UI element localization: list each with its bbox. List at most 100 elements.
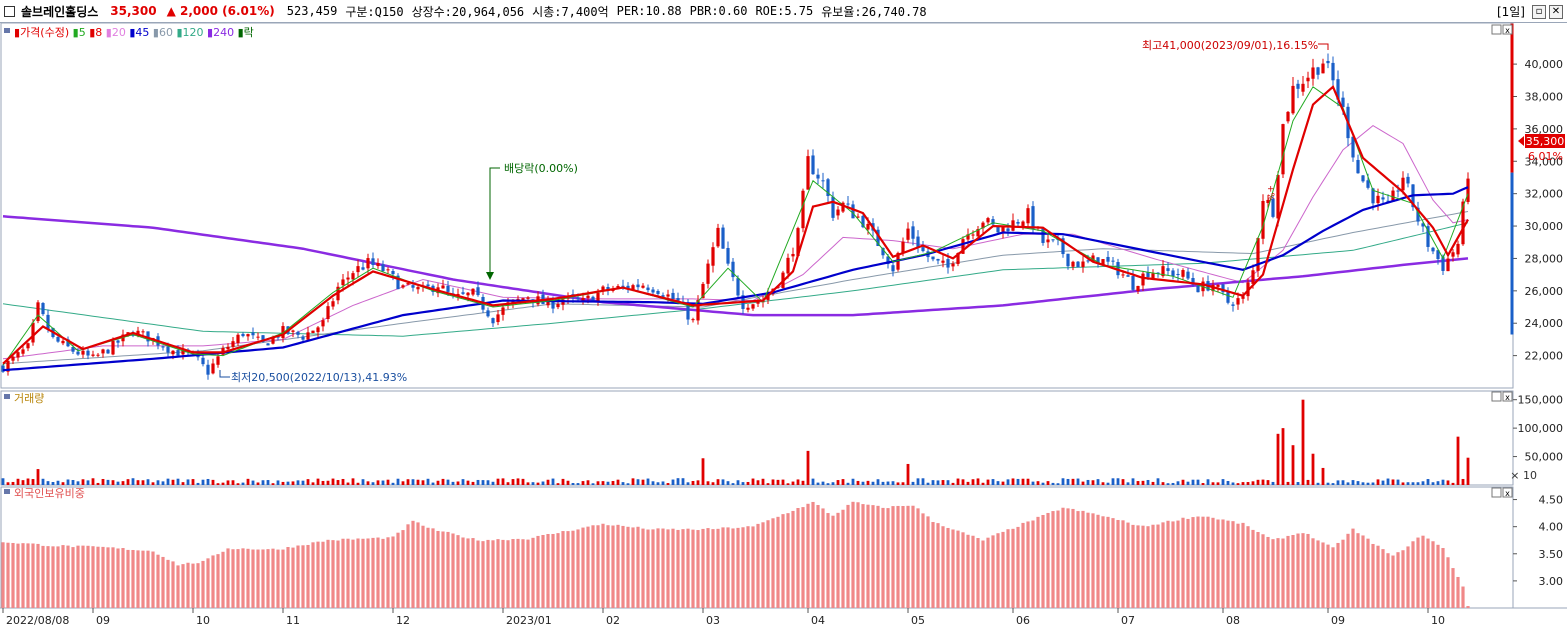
foreign-bar bbox=[1236, 523, 1240, 608]
date-tick-label: 09 bbox=[96, 614, 110, 627]
volume-bar bbox=[621, 482, 625, 485]
foreign-bar bbox=[471, 538, 475, 608]
candle bbox=[1271, 198, 1275, 217]
low-annotation: 최저20,500(2022/10/13),41.93% bbox=[231, 371, 407, 384]
candle bbox=[1296, 83, 1300, 89]
candle bbox=[581, 297, 585, 301]
volume-bar bbox=[406, 479, 410, 485]
candle bbox=[746, 307, 750, 310]
volume-bar bbox=[1286, 481, 1290, 485]
close-icon[interactable]: ✕ bbox=[1549, 4, 1563, 19]
volume-bar bbox=[1371, 482, 1375, 485]
candle bbox=[946, 259, 950, 268]
candle bbox=[701, 283, 705, 299]
maximize-icon[interactable]: ▫ bbox=[1532, 4, 1546, 19]
foreign-bar bbox=[1126, 522, 1130, 608]
candle bbox=[1216, 284, 1220, 287]
foreign-bar bbox=[151, 551, 155, 608]
volume-bar bbox=[806, 450, 810, 485]
foreign-bar bbox=[36, 543, 40, 608]
panel-close-icon[interactable]: x bbox=[1505, 26, 1510, 35]
foreign-panel-handle-icon[interactable] bbox=[4, 489, 10, 494]
foreign-bar bbox=[1446, 557, 1450, 608]
foreign-bar bbox=[486, 539, 490, 608]
foreign-bar bbox=[1456, 576, 1460, 608]
volume-bar bbox=[1191, 479, 1195, 485]
volume-panel-buttons[interactable]: x bbox=[1491, 391, 1513, 402]
select-checkbox[interactable] bbox=[4, 5, 15, 17]
volume-bar bbox=[1336, 480, 1340, 485]
volume-bar bbox=[446, 479, 450, 485]
foreign-bar bbox=[1221, 519, 1225, 608]
foreign-bar bbox=[341, 538, 345, 608]
candle bbox=[751, 304, 755, 309]
candle bbox=[986, 218, 990, 223]
foreign-bar bbox=[81, 545, 85, 608]
volume-bar bbox=[81, 479, 85, 485]
foreign-bar bbox=[461, 537, 465, 608]
candle bbox=[166, 346, 170, 353]
volume-bar bbox=[936, 480, 940, 485]
candle bbox=[721, 227, 725, 249]
candle bbox=[1321, 63, 1325, 74]
volume-close-icon[interactable]: x bbox=[1505, 393, 1510, 402]
volume-bar bbox=[466, 480, 470, 485]
candle bbox=[411, 285, 415, 288]
foreign-bar bbox=[521, 539, 525, 608]
foreign-bar bbox=[551, 533, 555, 608]
candle bbox=[391, 271, 395, 275]
volume-panel-handle-icon[interactable] bbox=[4, 394, 10, 399]
foreign-bar bbox=[21, 543, 25, 608]
foreign-bar bbox=[441, 531, 445, 608]
volume-bar bbox=[1376, 479, 1380, 485]
foreign-close-icon[interactable]: x bbox=[1505, 489, 1510, 498]
candle bbox=[1141, 273, 1145, 286]
foreign-bar bbox=[16, 543, 20, 608]
period-selector[interactable]: [1일] bbox=[1496, 5, 1525, 19]
candle bbox=[861, 215, 865, 228]
foreign-bar bbox=[561, 531, 565, 608]
volume-bar bbox=[1301, 399, 1305, 485]
volume-bar bbox=[171, 479, 175, 485]
foreign-bar bbox=[211, 555, 215, 608]
foreign-bar bbox=[1306, 533, 1310, 608]
high-annotation: 최고41,000(2023/09/01),16.15% bbox=[1142, 39, 1318, 52]
volume-bar bbox=[331, 478, 335, 485]
candle bbox=[1086, 260, 1090, 262]
date-tick-label: 11 bbox=[286, 614, 300, 627]
foreign-tick-label: 3.00 bbox=[1539, 575, 1564, 588]
date-tick-label: 04 bbox=[811, 614, 825, 627]
foreign-bar bbox=[1401, 550, 1405, 608]
foreign-bar bbox=[786, 513, 790, 608]
candle bbox=[911, 226, 915, 239]
volume-bar bbox=[106, 479, 110, 485]
volume-bar bbox=[276, 480, 280, 485]
candle bbox=[631, 285, 635, 291]
candle bbox=[81, 350, 85, 355]
foreign-bar bbox=[971, 535, 975, 608]
date-tick-label: 08 bbox=[1226, 614, 1240, 627]
panel-handle-icon[interactable] bbox=[4, 28, 10, 33]
volume-bar bbox=[956, 478, 960, 485]
foreign-bar bbox=[1121, 520, 1125, 608]
candle bbox=[1091, 255, 1095, 262]
candle bbox=[236, 334, 240, 343]
candle bbox=[61, 340, 65, 344]
foreign-panel-buttons[interactable]: x bbox=[1491, 487, 1513, 498]
foreign-bar bbox=[871, 505, 875, 608]
price-tick-label: 36,000 bbox=[1525, 123, 1564, 136]
volume-bar bbox=[1456, 436, 1460, 485]
candle bbox=[816, 174, 820, 179]
foreign-bar bbox=[1076, 511, 1080, 608]
foreign-bar bbox=[351, 539, 355, 608]
date-tick-label: 02 bbox=[606, 614, 620, 627]
foreign-bar bbox=[491, 540, 495, 608]
volume-bar bbox=[811, 478, 815, 485]
foreign-bar bbox=[1246, 526, 1250, 608]
candle bbox=[461, 292, 465, 294]
candle bbox=[1161, 266, 1165, 277]
volume-bar bbox=[346, 482, 350, 485]
foreign-bar bbox=[876, 505, 880, 608]
candle bbox=[16, 352, 20, 358]
price-panel-buttons[interactable]: x bbox=[1491, 24, 1513, 35]
